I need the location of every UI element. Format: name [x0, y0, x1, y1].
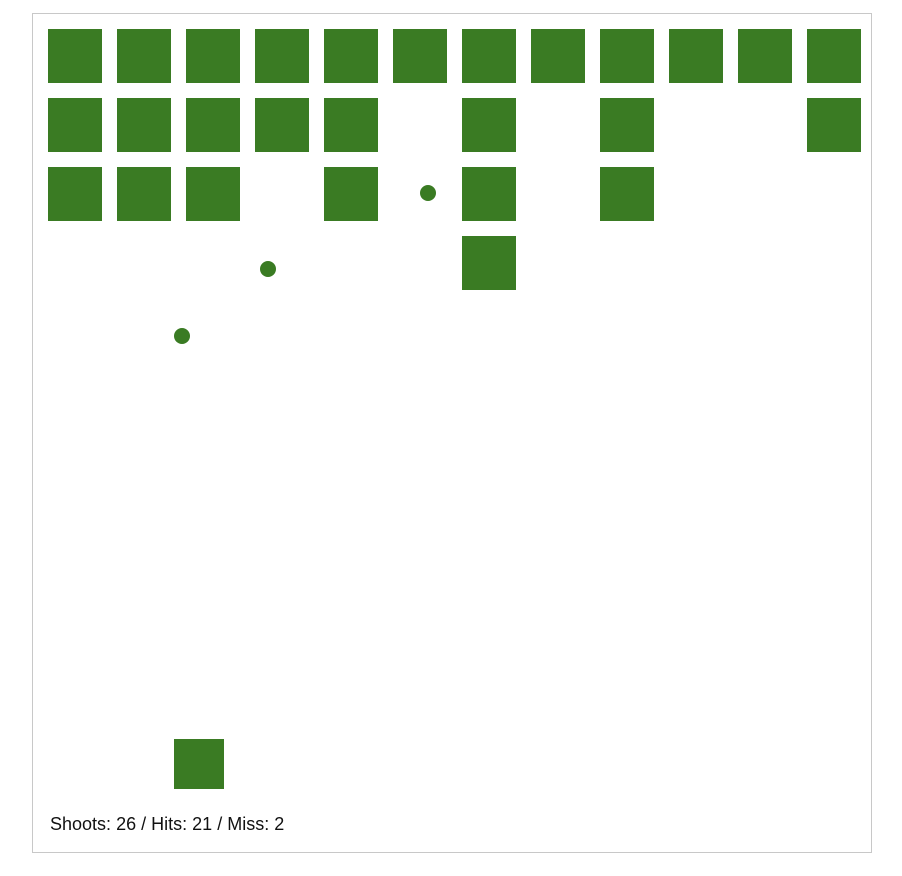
enemy-block — [738, 29, 792, 83]
game-board[interactable]: Shoots: 26 / Hits: 21 / Miss: 2 — [32, 13, 872, 853]
score-line: Shoots: 26 / Hits: 21 / Miss: 2 — [50, 813, 284, 835]
enemy-block — [807, 98, 861, 152]
enemy-block — [600, 29, 654, 83]
enemy-block — [255, 98, 309, 152]
enemy-block — [531, 29, 585, 83]
enemy-block — [669, 29, 723, 83]
enemy-block — [186, 98, 240, 152]
bullet — [420, 185, 436, 201]
enemy-block — [462, 29, 516, 83]
enemy-block — [48, 167, 102, 221]
enemy-block — [48, 29, 102, 83]
hits-label: Hits: — [151, 814, 187, 834]
score-separator: / — [141, 814, 146, 834]
enemy-block — [324, 167, 378, 221]
enemy-block — [393, 29, 447, 83]
bullet — [260, 261, 276, 277]
enemy-block — [48, 98, 102, 152]
enemy-block — [462, 167, 516, 221]
enemy-block — [462, 98, 516, 152]
enemy-block — [462, 236, 516, 290]
enemy-block — [117, 98, 171, 152]
enemy-block — [600, 98, 654, 152]
miss-label: Miss: — [227, 814, 269, 834]
bullet — [174, 328, 190, 344]
enemy-block — [186, 29, 240, 83]
enemy-block — [324, 98, 378, 152]
enemy-block — [117, 29, 171, 83]
enemy-block — [324, 29, 378, 83]
hits-count: 21 — [192, 814, 212, 834]
enemy-block — [600, 167, 654, 221]
enemy-block — [117, 167, 171, 221]
player-block — [174, 739, 224, 789]
shoots-count: 26 — [116, 814, 136, 834]
enemy-block — [255, 29, 309, 83]
miss-count: 2 — [274, 814, 284, 834]
enemy-block — [186, 167, 240, 221]
score-separator: / — [217, 814, 222, 834]
enemy-block — [807, 29, 861, 83]
shoots-label: Shoots: — [50, 814, 111, 834]
